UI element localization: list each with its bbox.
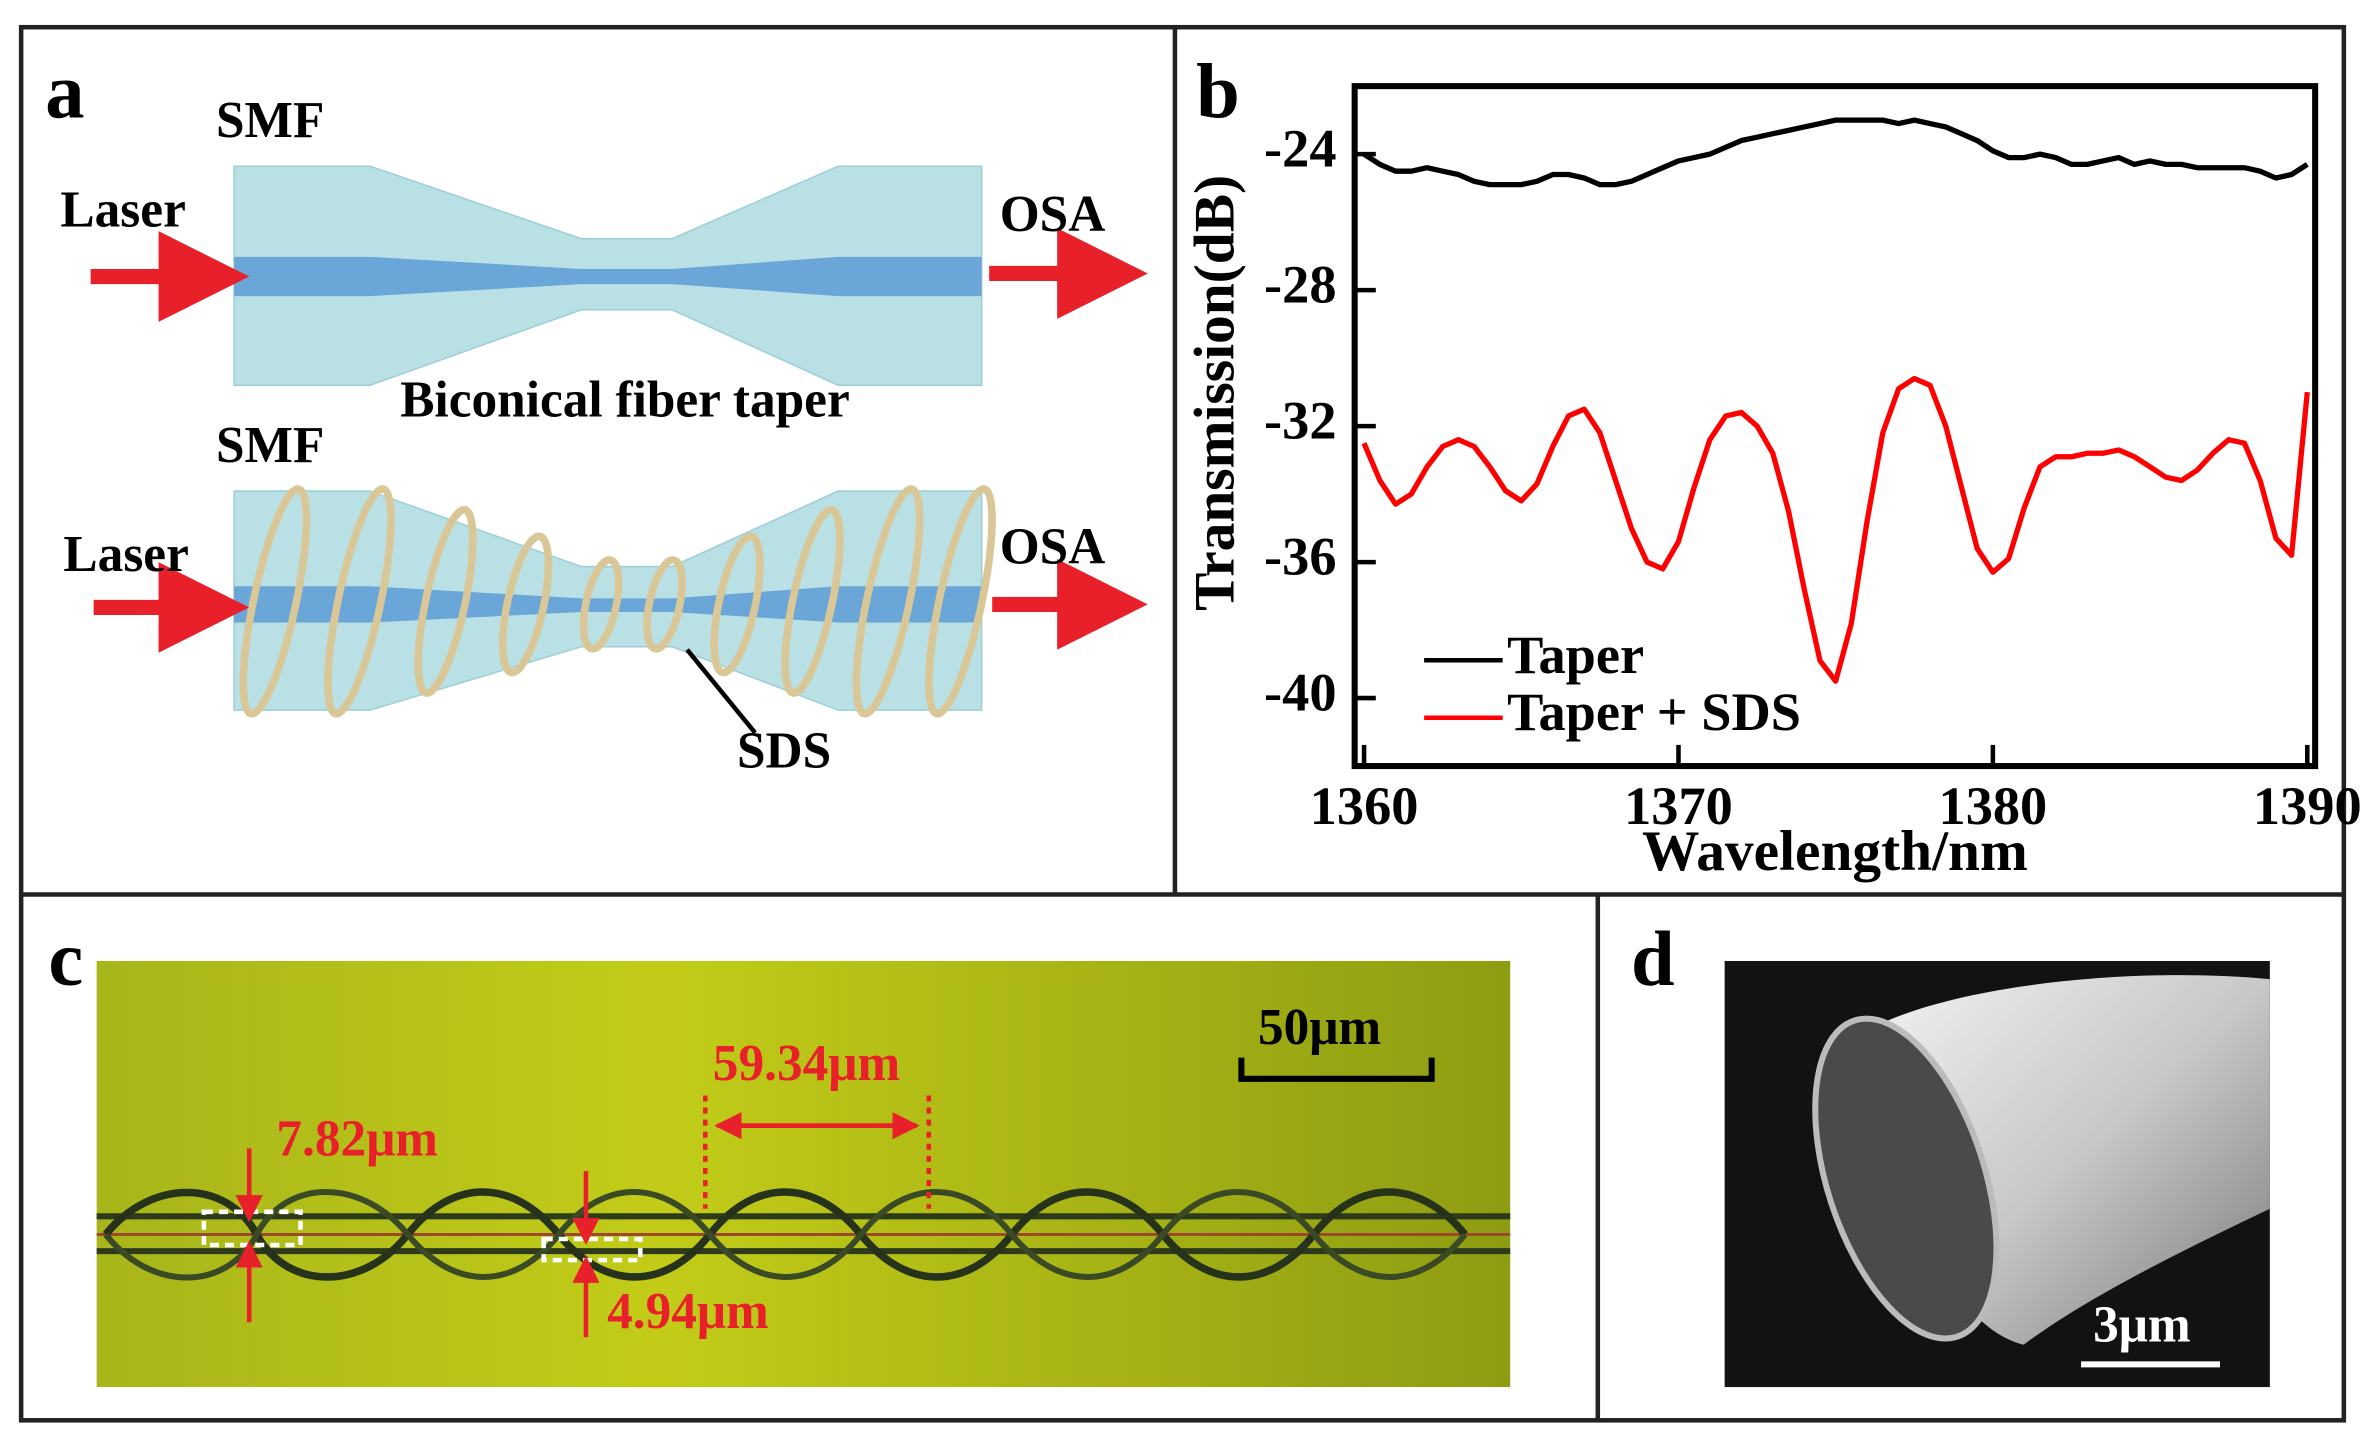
panel-label: a xyxy=(45,48,84,135)
wire-end xyxy=(1812,1015,2000,1342)
label: SDS xyxy=(737,722,831,779)
micrograph xyxy=(96,960,1511,1388)
diameter-label: 4.94μm xyxy=(607,1283,769,1340)
x-axis-label: Wavelength/nm xyxy=(1642,820,2028,883)
panel-c: c 59.34μm 7.82μm 4.94μm 50μm xyxy=(48,915,1511,1388)
panel-b: b Wavelength/nm Transmission(dB) -24 -28 -… xyxy=(1183,48,2361,883)
legend-label: Taper xyxy=(1507,625,1644,685)
frames xyxy=(18,24,2347,1423)
label: SMF xyxy=(216,417,324,474)
x-tick-label: 1390 xyxy=(2253,776,2362,836)
label: OSA xyxy=(1000,518,1106,575)
taper-core xyxy=(234,256,982,297)
y-tick-label: -32 xyxy=(1264,391,1336,451)
panel-d: d 3μm xyxy=(1631,915,2270,1388)
x-tick-label: 1380 xyxy=(1939,776,2048,836)
fiber xyxy=(96,1188,1511,1281)
leader xyxy=(685,648,757,735)
legend-label: Taper + SDS xyxy=(1507,682,1801,742)
y-tick-label: -36 xyxy=(1264,527,1336,587)
line-series xyxy=(1361,375,2310,684)
label: OSA xyxy=(1000,186,1106,243)
coil xyxy=(239,485,996,718)
x-tick-label: 1360 xyxy=(1310,776,1419,836)
x-tick-label: 1370 xyxy=(1624,776,1733,836)
panel-a: a SMF Laser OSA Biconical fiber taper SM… xyxy=(45,48,1148,779)
plot-frame xyxy=(1351,83,2319,770)
scale-bar-label: 3μm xyxy=(2093,1296,2191,1353)
label: Laser xyxy=(63,526,188,583)
line-series xyxy=(1362,117,2309,188)
panel-label: d xyxy=(1631,915,1675,1002)
y-tick-label: -28 xyxy=(1264,255,1336,315)
caption: Biconical fiber taper xyxy=(400,372,850,429)
panel-label: c xyxy=(48,915,83,1002)
label: Laser xyxy=(60,181,185,238)
y-tick-label: -24 xyxy=(1264,119,1336,179)
y-tick-label: -40 xyxy=(1264,663,1336,723)
label: SMF xyxy=(216,92,324,149)
panel-label: b xyxy=(1196,48,1240,135)
y-axis-label: Transmission(dB) xyxy=(1183,175,1246,611)
annotations xyxy=(201,1057,1435,1338)
diameter-label: 7.82μm xyxy=(276,1111,438,1168)
scale-bar-label: 50μm xyxy=(1258,999,1381,1056)
pitch-label: 59.34μm xyxy=(713,1035,900,1092)
